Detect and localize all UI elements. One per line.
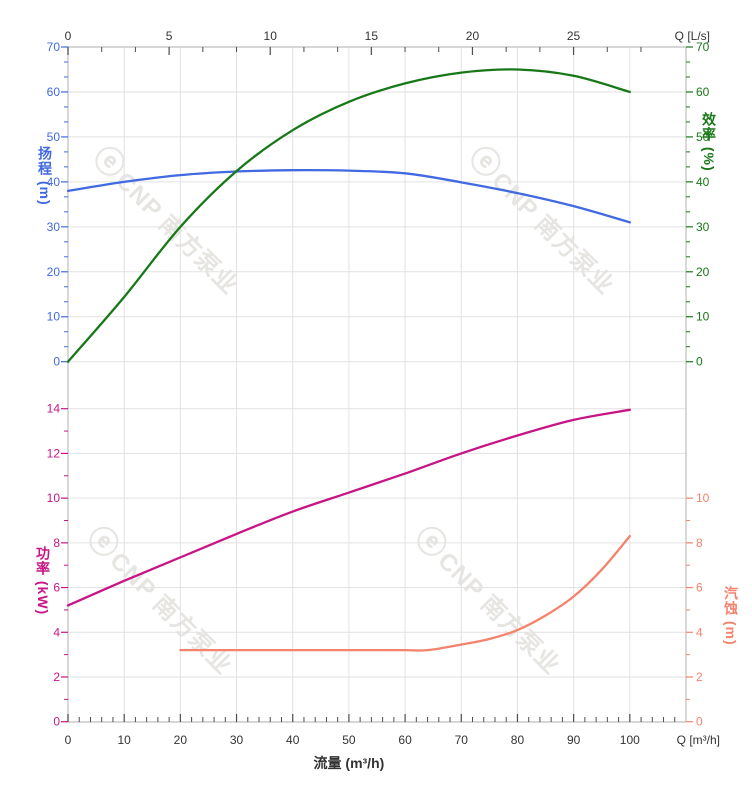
top-axis-unit-label: Q [L/s]	[675, 29, 710, 43]
bottom-axis-tick-label: 100	[620, 733, 640, 747]
top-axis-tick-label: 5	[166, 29, 173, 43]
top-axis-tick-label: 0	[65, 29, 72, 43]
power-axis-tick-label: 4	[53, 625, 60, 639]
axis-label-efficiency: 效率 (%)	[701, 112, 717, 172]
top-axis-tick-label: 25	[567, 29, 581, 43]
head-axis-tick-label: 10	[47, 310, 61, 324]
bottom-axis-tick-label: 60	[398, 733, 412, 747]
series-curve-power	[66, 408, 631, 607]
axis-label-npsh: 汽蚀 (m)	[723, 586, 739, 646]
top-axis-tick-label: 20	[466, 29, 480, 43]
efficiency-axis-tick-label: 20	[696, 265, 710, 279]
head-axis-tick-label: 50	[47, 130, 61, 144]
power-axis-tick-label: 0	[53, 715, 60, 729]
efficiency-axis-tick-label: 0	[696, 355, 703, 369]
head-axis-tick-label: 30	[47, 220, 61, 234]
power-axis-tick-label: 2	[53, 670, 60, 684]
bottom-axis-tick-label: 30	[230, 733, 244, 747]
bottom-axis-tick-label: 70	[455, 733, 469, 747]
top-axis-tick-label: 15	[365, 29, 379, 43]
bottom-axis-tick-label: 80	[511, 733, 525, 747]
head-axis-tick-label: 0	[53, 355, 60, 369]
flow-axis-title: 流量 (m³/h)	[314, 755, 385, 771]
bottom-axis-tick-label: 90	[567, 733, 581, 747]
npsh-axis-tick-label: 6	[696, 581, 703, 595]
bottom-axis-tick-label: 0	[65, 733, 72, 747]
bottom-axis-tick-label: 20	[174, 733, 188, 747]
series-curve-efficiency	[66, 68, 631, 363]
power-axis-tick-label: 14	[47, 402, 61, 416]
head-axis-tick-label: 60	[47, 85, 61, 99]
bottom-axis-tick-label: 10	[118, 733, 132, 747]
npsh-axis-tick-label: 2	[696, 670, 703, 684]
efficiency-axis-tick-label: 10	[696, 310, 710, 324]
efficiency-axis-tick-label: 30	[696, 220, 710, 234]
power-axis-tick-label: 12	[47, 446, 61, 460]
top-axis-tick-label: 10	[264, 29, 278, 43]
axis-label-head: 扬程 (m)	[37, 146, 53, 206]
efficiency-axis-tick-label: 50	[696, 130, 710, 144]
npsh-axis-tick-label: 10	[696, 491, 710, 505]
npsh-axis-tick-label: 0	[696, 715, 703, 729]
axis-label-power: 功率 (kW)	[35, 546, 51, 616]
head-axis-tick-label: 20	[47, 265, 61, 279]
head-axis-tick-label: 70	[47, 40, 61, 54]
efficiency-axis-tick-label: 40	[696, 175, 710, 189]
series-curve-npsh	[179, 534, 631, 652]
npsh-axis-tick-label: 8	[696, 536, 703, 550]
power-axis-tick-label: 8	[53, 536, 60, 550]
head-axis-tick-label: 40	[47, 175, 61, 189]
power-axis-tick-label: 10	[47, 491, 61, 505]
npsh-axis-tick-label: 4	[696, 625, 703, 639]
efficiency-axis-tick-label: 60	[696, 85, 710, 99]
efficiency-axis-tick-label: 70	[696, 40, 710, 54]
bottom-axis-tick-label: 50	[342, 733, 356, 747]
bottom-axis-tick-label: 40	[286, 733, 300, 747]
bottom-axis-unit-label: Q [m³/h]	[677, 733, 720, 747]
series-curve-head	[66, 168, 631, 224]
power-axis-tick-label: 6	[53, 581, 60, 595]
